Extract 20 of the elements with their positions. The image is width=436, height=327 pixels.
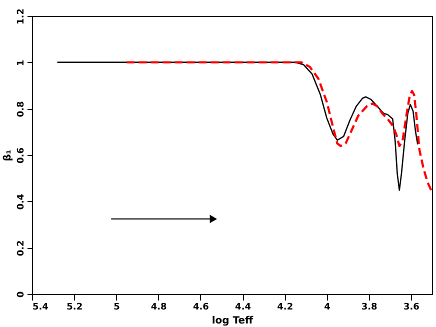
line-series: [126, 61, 432, 192]
y-tick-label: 0: [16, 291, 26, 298]
x-tick-label: 4: [324, 302, 330, 312]
y-tick-label: 0.4: [16, 194, 26, 210]
x-tick-label: 5.2: [66, 302, 83, 312]
x-tick-label: 4.6: [192, 302, 209, 312]
y-tick-label: 0.2: [16, 240, 26, 256]
x-tick-label: 3.8: [361, 302, 378, 312]
x-tick-label: 4.2: [277, 302, 294, 312]
x-tick-label: 3.6: [403, 302, 420, 312]
x-tick-label: 5: [114, 302, 120, 312]
x-tick-label: 5.4: [32, 302, 48, 312]
x-tick-label: 4.8: [150, 302, 167, 312]
y-tick-label: 1.2: [16, 8, 26, 24]
x-axis-title: log Teff: [212, 316, 254, 326]
y-tick-label: 0.8: [16, 101, 26, 118]
y-tick-label: 0.6: [16, 148, 26, 164]
x-tick-label: 4.4: [235, 302, 252, 312]
y-tick-label: 1: [16, 60, 26, 66]
y-axis-title: β₁: [2, 150, 14, 162]
